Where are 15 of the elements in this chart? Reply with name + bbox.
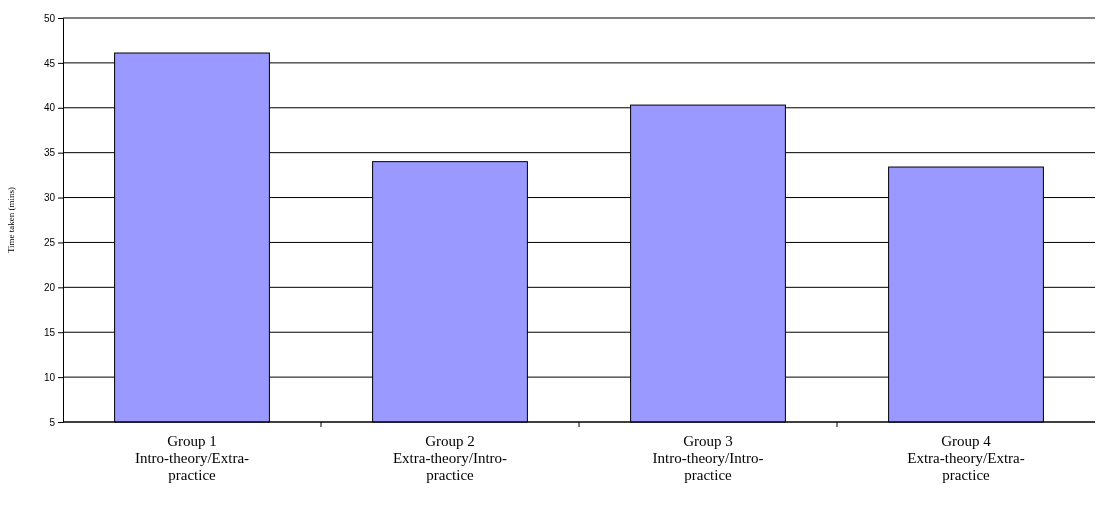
- y-tick-label: 30: [43, 192, 56, 204]
- x-tick-label: Group 1 Intro-theory/Extra-practice: [134, 433, 250, 483]
- y-tick-label: 50: [43, 12, 56, 24]
- y-axis-title: Time taken (mins): [6, 186, 16, 254]
- y-tick-label: 35: [43, 147, 56, 159]
- y-tick-label: 45: [43, 57, 56, 69]
- y-tick-label: 10: [43, 371, 56, 383]
- x-tick-label: Group 4 Extra-theory/Extra-practice: [907, 433, 1025, 483]
- y-tick-label: 25: [43, 237, 56, 249]
- y-tick-label: 40: [43, 102, 56, 114]
- y-tick-label: 5: [49, 416, 56, 428]
- y-tick-label: 15: [43, 326, 56, 338]
- x-tick-label: Group 2 Extra-theory/Intro-practice: [392, 433, 508, 483]
- y-tick-label: 20: [43, 282, 56, 294]
- x-tick-label: Group 3 Intro-theory/Intro-practice: [652, 433, 764, 483]
